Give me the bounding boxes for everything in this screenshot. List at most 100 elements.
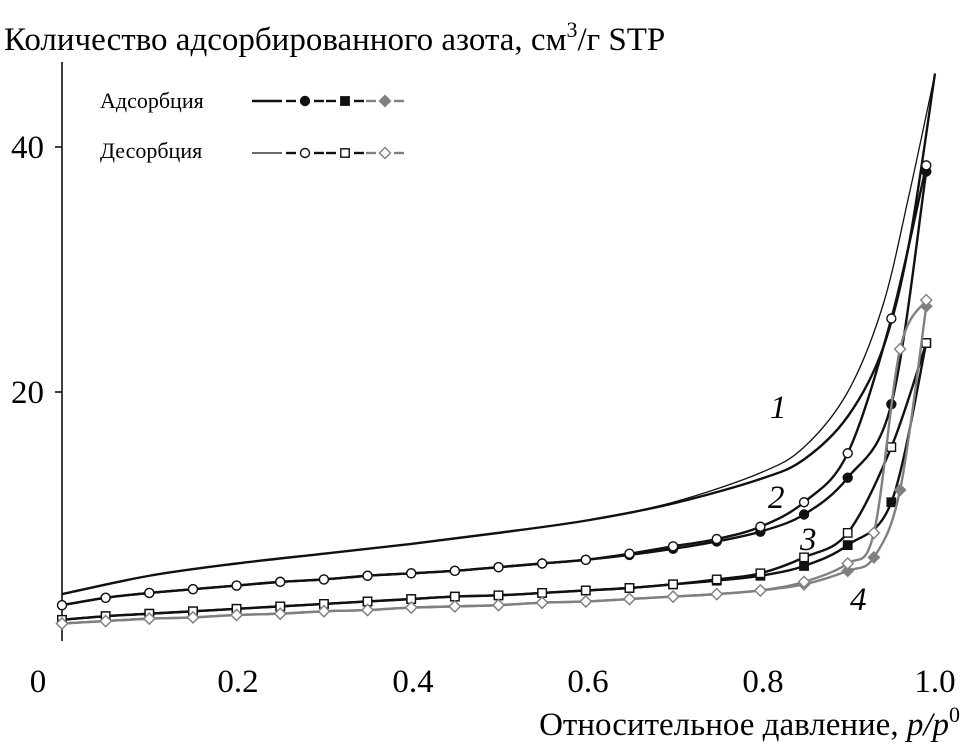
data-point-2-desorption: [187, 584, 199, 595]
data-point-2-desorption: [449, 565, 461, 577]
data-point-3-desorption: [755, 568, 766, 579]
data-point-2-desorption: [100, 592, 111, 603]
data-point-2-desorption: [231, 580, 242, 591]
legend-marker: [378, 94, 392, 108]
data-point-3-desorption: [711, 574, 722, 585]
data-point-3-desorption: [668, 579, 679, 590]
data-point-4-desorption: [448, 599, 462, 613]
data-point-2-adsorption: [798, 509, 810, 520]
data-point-4-desorption: [404, 601, 418, 615]
data-point-3-desorption: [842, 527, 853, 538]
legend-swatches: [252, 94, 404, 160]
legend-swatch-adsorption-2: [286, 95, 324, 107]
legend-marker: [340, 96, 350, 106]
legend: Адсорбция Десорбция: [100, 88, 404, 163]
data-point-4-desorption: [317, 604, 331, 618]
x-tick-label: 0.4: [392, 664, 433, 700]
series-curve-1-desorption: [61, 73, 936, 595]
data-point-3-desorption: [921, 338, 932, 348]
x-tick-label: 0.6: [567, 664, 608, 700]
data-point-4-adsorption: [841, 564, 855, 578]
data-point-4-adsorption: [893, 483, 907, 497]
data-point-2-desorption: [318, 574, 330, 585]
x-axis-label: Относительное давление, p/p0: [539, 702, 960, 743]
x-tick-label: 0: [30, 664, 47, 700]
data-point-2-desorption: [144, 587, 155, 599]
curve-label-1: 1: [770, 390, 787, 426]
data-point-2-desorption: [667, 541, 679, 552]
series-line-4-desorption: [61, 299, 928, 625]
data-point-2-desorption: [275, 576, 286, 588]
series-curve-2-desorption: [56, 160, 932, 611]
data-point-3-desorption: [493, 590, 504, 601]
series-line-3-desorption: [61, 342, 928, 622]
data-point-4-desorption: [99, 614, 113, 628]
data-point-4-desorption: [710, 587, 724, 601]
data-point-4-desorption: [867, 526, 881, 540]
data-point-4-desorption: [186, 610, 200, 624]
curve-label-2: 2: [768, 480, 785, 516]
legend-swatch-adsorption-4: [366, 94, 404, 108]
data-point-4-desorption: [535, 596, 549, 610]
data-point-2-adsorption: [842, 472, 853, 483]
data-point-4-desorption: [797, 575, 811, 589]
data-point-4-desorption: [492, 598, 505, 612]
data-point-4-adsorption: [867, 550, 881, 564]
data-point-3-desorption: [537, 588, 548, 598]
data-point-3-desorption: [886, 442, 897, 453]
legend-adsorption-label: Адсорбция: [100, 88, 204, 113]
x-tick-label: 0.2: [217, 664, 258, 700]
data-point-3-adsorption: [886, 497, 897, 508]
curve-label-3: 3: [799, 522, 817, 558]
x-tick-label: 0.8: [742, 664, 783, 700]
x-tick-label: 1.0: [914, 664, 955, 700]
data-point-2-desorption: [711, 533, 722, 545]
data-point-4-desorption: [55, 617, 69, 631]
legend-marker: [299, 147, 311, 159]
data-point-4-desorption: [230, 608, 244, 622]
data-point-2-desorption: [886, 313, 897, 324]
data-point-4-desorption: [273, 607, 287, 621]
data-point-3-desorption: [449, 591, 460, 602]
series-line-1-desorption: [61, 73, 936, 595]
legend-swatch-desorption-4: [366, 146, 404, 160]
legend-swatch-adsorption-3: [326, 96, 364, 106]
series-line-2-adsorption: [61, 171, 928, 607]
data-point-3-desorption: [580, 585, 591, 596]
data-point-4-desorption: [361, 603, 375, 617]
series-curve-3-desorption: [57, 338, 932, 625]
data-point-4-desorption: [622, 592, 636, 606]
data-point-2-desorption: [755, 521, 766, 532]
data-point-4-desorption: [666, 590, 680, 604]
data-point-4-desorption: [579, 594, 593, 608]
y-tick-label: 40: [11, 130, 44, 166]
series-line-3-adsorption: [61, 342, 928, 622]
data-point-3-adsorption: [842, 540, 853, 551]
legend-marker: [378, 146, 392, 160]
legend-marker: [299, 95, 311, 107]
data-point-2-desorption: [406, 568, 417, 579]
data-point-2-desorption: [798, 497, 810, 508]
legend-swatch-desorption-3: [326, 148, 364, 158]
series-line-2-desorption: [61, 165, 928, 607]
data-point-4-desorption: [893, 342, 907, 356]
series-layer: [55, 73, 937, 631]
curve-label-4: 4: [850, 582, 867, 618]
data-point-4-desorption: [142, 612, 156, 626]
data-point-3-adsorption: [799, 561, 809, 571]
data-point-4-desorption: [841, 557, 855, 570]
series-curve-4-desorption: [55, 293, 933, 631]
data-point-2-desorption: [624, 548, 635, 559]
data-point-3-desorption: [624, 583, 635, 593]
data-point-3-desorption: [799, 552, 809, 563]
data-point-2-desorption: [362, 570, 373, 581]
data-point-2-desorption: [56, 599, 68, 611]
data-point-4-desorption: [919, 293, 933, 307]
y-tick-label: 20: [11, 375, 44, 411]
data-point-2-desorption: [842, 448, 853, 459]
legend-marker: [340, 148, 350, 158]
legend-desorption-label: Десорбция: [100, 138, 202, 163]
data-point-2-desorption: [921, 160, 932, 171]
data-point-2-desorption: [536, 558, 548, 569]
